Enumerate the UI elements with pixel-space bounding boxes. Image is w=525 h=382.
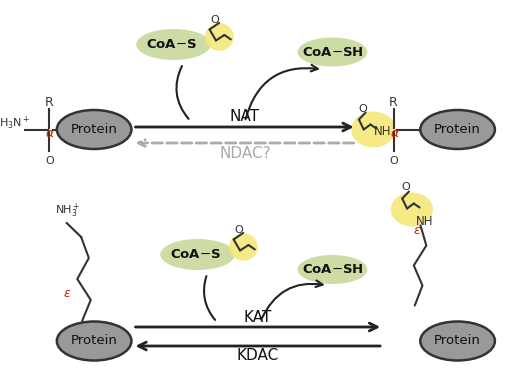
Ellipse shape: [229, 233, 258, 261]
Text: NH: NH: [374, 125, 392, 138]
Text: $\varepsilon$: $\varepsilon$: [414, 224, 422, 237]
Text: Protein: Protein: [434, 335, 481, 348]
Text: CoA$-$SH: CoA$-$SH: [302, 263, 363, 276]
Ellipse shape: [421, 110, 495, 149]
Ellipse shape: [391, 193, 433, 227]
Text: $\alpha$: $\alpha$: [390, 127, 400, 140]
Text: KAT: KAT: [244, 309, 272, 324]
Text: CoA$-$S: CoA$-$S: [170, 248, 220, 261]
Ellipse shape: [160, 239, 235, 270]
Text: NDAC?: NDAC?: [219, 147, 270, 162]
Ellipse shape: [57, 110, 131, 149]
Text: NH$_3^+$: NH$_3^+$: [55, 202, 80, 220]
Ellipse shape: [205, 23, 234, 51]
Ellipse shape: [421, 322, 495, 361]
Text: KDAC: KDAC: [237, 348, 279, 364]
Ellipse shape: [298, 255, 367, 284]
Text: R: R: [389, 96, 398, 108]
Text: Protein: Protein: [71, 335, 118, 348]
Text: O: O: [234, 225, 243, 235]
Ellipse shape: [136, 29, 211, 60]
Text: NAT: NAT: [230, 108, 260, 123]
Ellipse shape: [351, 112, 395, 147]
Text: CoA$-$SH: CoA$-$SH: [302, 45, 363, 58]
Text: Protein: Protein: [434, 123, 481, 136]
Text: $\alpha$: $\alpha$: [45, 127, 55, 140]
Text: O: O: [210, 15, 219, 24]
Text: O: O: [358, 104, 366, 113]
Text: CoA$-$S: CoA$-$S: [146, 38, 196, 51]
Text: O: O: [401, 182, 410, 192]
Text: O: O: [389, 155, 398, 165]
Text: H$_3$N$^+$: H$_3$N$^+$: [0, 115, 30, 132]
Text: R: R: [45, 96, 54, 108]
Text: $\varepsilon$: $\varepsilon$: [64, 287, 72, 300]
Text: Protein: Protein: [71, 123, 118, 136]
Ellipse shape: [298, 37, 367, 66]
Ellipse shape: [57, 322, 131, 361]
Text: NH: NH: [416, 215, 433, 228]
Text: O: O: [45, 155, 54, 165]
